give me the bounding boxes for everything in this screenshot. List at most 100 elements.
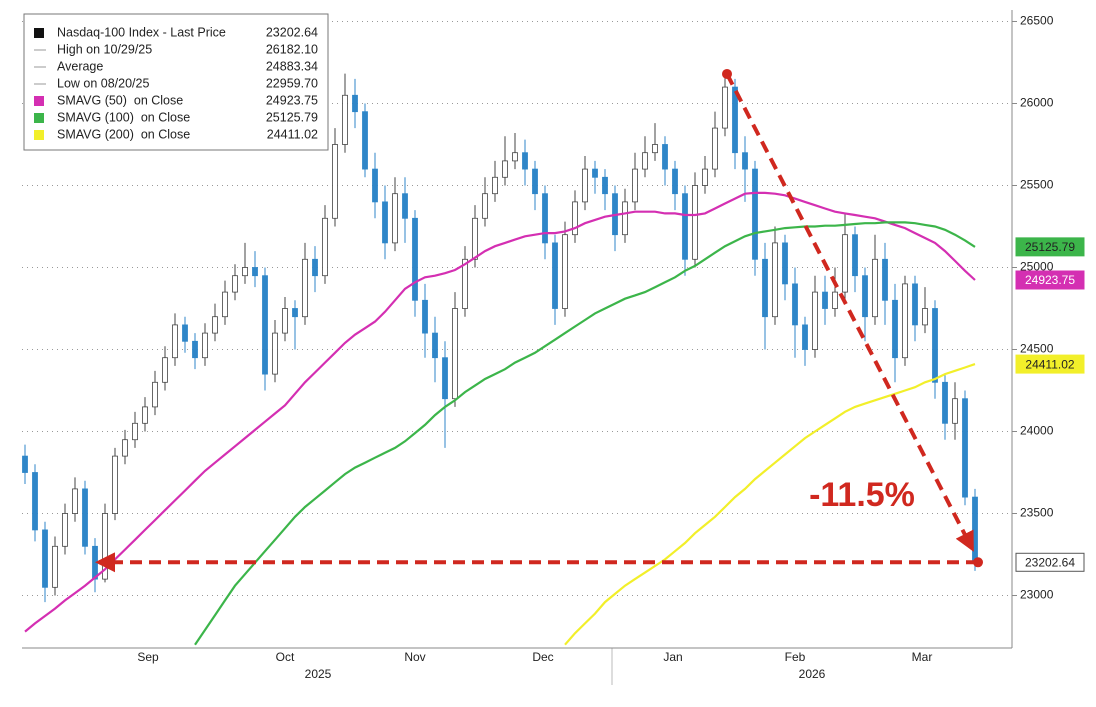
candle-body bbox=[32, 472, 38, 531]
candle-body bbox=[652, 144, 658, 154]
candle-body bbox=[912, 283, 918, 326]
x-tick-label: Feb bbox=[785, 650, 806, 664]
candle-body bbox=[442, 357, 448, 400]
y-tick-label: 23500 bbox=[1020, 506, 1054, 520]
candle-body bbox=[202, 332, 208, 359]
arrow-dot bbox=[973, 557, 983, 568]
legend-label: SMAVG (50) on Close bbox=[57, 93, 183, 107]
x-tick-label: Sep bbox=[137, 650, 159, 664]
year-label: 2026 bbox=[799, 667, 826, 681]
candle-body bbox=[902, 283, 908, 359]
candle-body bbox=[782, 242, 788, 285]
x-tick-label: Oct bbox=[276, 650, 295, 664]
candle-body bbox=[942, 381, 948, 424]
candle-body bbox=[82, 488, 88, 547]
candle-body bbox=[292, 308, 298, 318]
legend-label: Nasdaq-100 Index - Last Price bbox=[57, 25, 226, 39]
candle-body bbox=[522, 152, 528, 170]
candle-body bbox=[382, 201, 388, 244]
candle-body bbox=[512, 152, 518, 162]
y-tick-label: 24000 bbox=[1020, 424, 1054, 438]
legend-value: 22959.70 bbox=[266, 76, 318, 90]
candle-body bbox=[932, 308, 938, 383]
candle-body bbox=[102, 513, 108, 580]
candle-body bbox=[702, 168, 708, 186]
sma-line bbox=[564, 363, 976, 646]
candle-body bbox=[282, 308, 288, 334]
sma-line bbox=[194, 221, 976, 646]
candle-body bbox=[372, 168, 378, 203]
candle-body bbox=[602, 176, 608, 195]
candle-body bbox=[712, 127, 718, 170]
last-price-tag-box bbox=[1015, 552, 1085, 572]
legend: Nasdaq-100 Index - Last Price 23202.64 Hig… bbox=[23, 13, 329, 151]
candle-body bbox=[562, 234, 568, 309]
candle-body bbox=[922, 308, 928, 326]
series-last-tag-box bbox=[1015, 354, 1085, 374]
candle-body bbox=[532, 168, 538, 195]
candle-body bbox=[172, 324, 178, 359]
candle-body bbox=[302, 258, 308, 318]
legend-swatch bbox=[34, 113, 44, 123]
candle-body bbox=[362, 111, 368, 170]
legend-value: 25125.79 bbox=[266, 110, 318, 124]
candle-body bbox=[762, 258, 768, 318]
candle-body bbox=[662, 144, 668, 170]
series-last-tag: 24411.02 bbox=[1025, 357, 1074, 371]
legend-value: 24923.75 bbox=[266, 93, 318, 107]
year-label: 2025 bbox=[305, 667, 332, 681]
candle-body bbox=[492, 176, 498, 195]
legend-value: 26182.10 bbox=[266, 42, 318, 56]
candle-body bbox=[752, 168, 758, 260]
candle-body bbox=[392, 193, 398, 244]
candle-body bbox=[682, 193, 688, 260]
candle-body bbox=[252, 267, 258, 277]
candle-body bbox=[52, 545, 58, 588]
candle-body bbox=[272, 332, 278, 375]
candle-body bbox=[142, 406, 148, 424]
annotation: -11.5% bbox=[809, 476, 915, 514]
candle-body bbox=[132, 422, 138, 441]
x-tick-label: Mar bbox=[912, 650, 933, 664]
candle-body bbox=[222, 291, 228, 318]
legend-swatch bbox=[34, 96, 44, 106]
candle-body bbox=[772, 242, 778, 318]
candle-body bbox=[642, 152, 648, 170]
legend-swatch bbox=[34, 28, 44, 38]
arrow-dot bbox=[722, 68, 732, 79]
series-last-tag-box bbox=[1015, 237, 1085, 257]
candle-body bbox=[952, 398, 958, 424]
candle-body bbox=[582, 168, 588, 203]
series-last-tag: 25125.79 bbox=[1025, 240, 1075, 254]
candle-body bbox=[42, 529, 48, 588]
candle-body bbox=[62, 513, 68, 547]
candle-body bbox=[422, 299, 428, 334]
candle-body bbox=[152, 381, 158, 408]
x-tick-label: Nov bbox=[404, 650, 425, 664]
candle-body bbox=[972, 496, 978, 563]
candle-body bbox=[572, 201, 578, 236]
y-tick-label: 26000 bbox=[1020, 96, 1054, 110]
series-last-tag: 24923.75 bbox=[1025, 273, 1075, 287]
candle-body bbox=[552, 242, 558, 309]
candle-body bbox=[672, 168, 678, 195]
candle-body bbox=[742, 152, 748, 170]
candle-body bbox=[792, 283, 798, 326]
candle-body bbox=[162, 357, 168, 383]
candle-body bbox=[432, 332, 438, 359]
candle-body bbox=[692, 185, 698, 260]
candle-body bbox=[412, 217, 418, 301]
legend-label: SMAVG (200) on Close bbox=[57, 127, 190, 141]
candle-body bbox=[962, 398, 968, 498]
candle-body bbox=[22, 455, 28, 473]
candle-body bbox=[122, 439, 128, 457]
legend-label: SMAVG (100) on Close bbox=[57, 110, 190, 124]
sma-line bbox=[24, 191, 976, 633]
legend-label: Low on 08/20/25 bbox=[57, 76, 149, 90]
candle-body bbox=[192, 340, 198, 359]
candle-body bbox=[892, 299, 898, 359]
x-tick-label: Dec bbox=[532, 650, 553, 664]
y-tick-label: 25500 bbox=[1020, 178, 1054, 192]
y-tick-label: 23000 bbox=[1020, 588, 1054, 602]
